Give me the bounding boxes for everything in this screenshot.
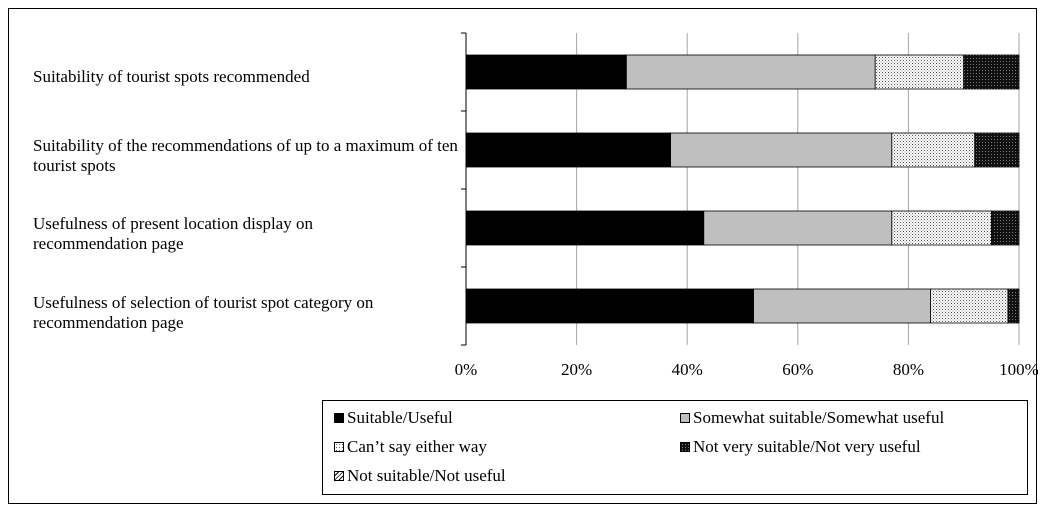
bar-segment-c4-s4: [1007, 288, 1020, 324]
legend-label-cant-say: Can’t say either way: [347, 437, 487, 456]
bar-segment-c4-s2: [753, 288, 931, 324]
legend-label-not-suitable: Not suitable/Not useful: [347, 466, 506, 485]
bar-segment-c2-s4: [974, 132, 1020, 168]
bar-segment-c3-s2: [703, 210, 893, 246]
bar-segment-c4-s1: [465, 288, 754, 324]
bar-segment-c1-s1: [465, 54, 627, 90]
legend-swatch-somewhat-suitable: [680, 413, 690, 423]
x-tick-label-3: 60%: [782, 360, 813, 379]
legend-swatch-not-suitable: [334, 471, 344, 481]
bar-segment-c1-s2: [625, 54, 876, 90]
legend-swatch-suitable: [334, 413, 344, 423]
bar-segment-c3-s4: [990, 210, 1020, 246]
legend-label-suitable: Suitable/Useful: [347, 408, 453, 427]
chart-frame: 0% 20% 40% 60% 80% 100% Suitability of touris…: [8, 8, 1038, 504]
legend-label-somewhat-suitable: Somewhat suitable/Somewhat useful: [693, 408, 945, 427]
legend-item-not-very-suitable: Not very suitable/Not very useful: [680, 437, 921, 457]
legend-swatch-not-very-suitable: [680, 442, 690, 452]
x-tick-label-5: 100%: [999, 360, 1038, 379]
category-label-3: Usefulness of present location display o…: [33, 214, 313, 253]
legend-item-not-suitable: Not suitable/Not useful: [334, 466, 506, 486]
legend-item-somewhat-suitable: Somewhat suitable/Somewhat useful: [680, 408, 944, 428]
bar-segment-c2-s1: [465, 132, 672, 168]
bar-segment-c2-s2: [670, 132, 893, 168]
chart-plot: 0% 20% 40% 60% 80% 100%: [455, 32, 1038, 379]
bar-segment-c3-s3: [891, 210, 992, 246]
bar-segment-c1-s4: [963, 54, 1020, 90]
bar-segment-c3-s1: [465, 210, 705, 246]
x-tick-label-0: 0%: [455, 360, 478, 379]
bar-segment-c1-s3: [874, 54, 965, 90]
x-tick-label-2: 40%: [672, 360, 703, 379]
legend-item-cant-say: Can’t say either way: [334, 437, 487, 457]
x-tick-label-1: 20%: [561, 360, 592, 379]
category-label-4: Usefulness of selection of tourist spot …: [33, 293, 374, 332]
category-label-1: Suitability of tourist spots recommended: [33, 67, 310, 86]
bar-segment-c4-s3: [930, 288, 1009, 324]
x-tick-label-4: 80%: [893, 360, 924, 379]
legend-swatch-cant-say: [334, 442, 344, 452]
category-label-2: Suitability of the recommendations of up…: [33, 136, 458, 175]
legend-item-suitable: Suitable/Useful: [334, 408, 453, 428]
chart-legend: Suitable/Useful Somewhat suitable/Somewh…: [322, 400, 1028, 495]
legend-label-not-very-suitable: Not very suitable/Not very useful: [693, 437, 921, 456]
bar-segment-c2-s3: [891, 132, 976, 168]
